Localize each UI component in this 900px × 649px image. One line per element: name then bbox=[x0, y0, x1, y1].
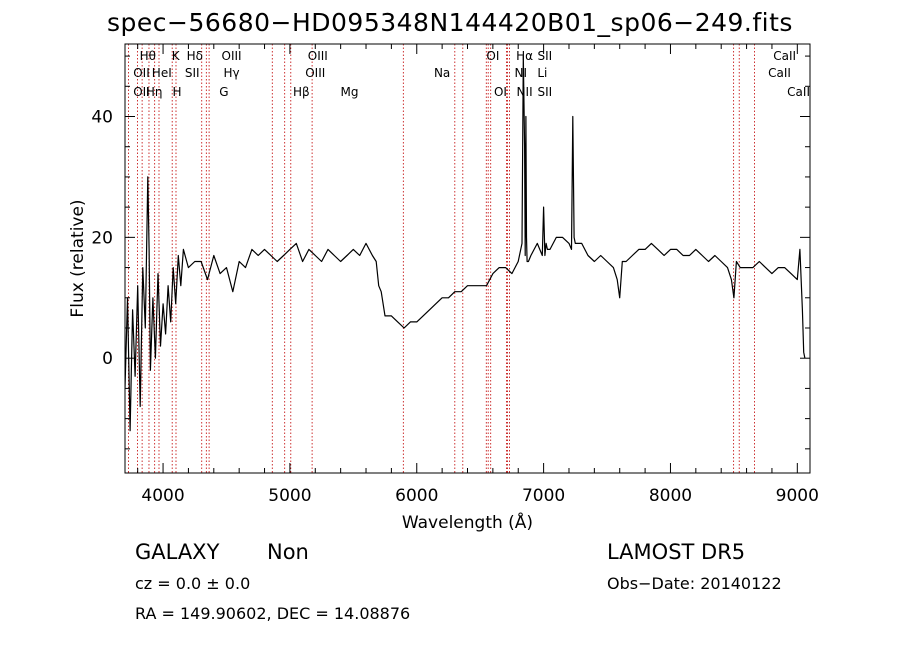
line-name-label: OIII bbox=[222, 49, 242, 63]
line-name-label: SII bbox=[538, 49, 553, 63]
y-tick-label: 20 bbox=[91, 228, 113, 248]
line-name-label: Na bbox=[434, 66, 450, 80]
obs-date-label: Obs−Date: 20140122 bbox=[607, 574, 782, 593]
survey-label: LAMOST DR5 bbox=[607, 540, 746, 564]
line-name-label: SII bbox=[538, 85, 553, 99]
line-name-label: OIII bbox=[308, 49, 328, 63]
x-tick-label: 5000 bbox=[268, 486, 311, 506]
line-name-label: NI bbox=[515, 66, 528, 80]
y-tick-label: 40 bbox=[91, 108, 113, 128]
x-tick-label: 8000 bbox=[649, 486, 692, 506]
x-axis-label: Wavelength (Å) bbox=[402, 511, 533, 533]
line-name-label: G bbox=[219, 85, 228, 99]
x-tick-label: 9000 bbox=[776, 486, 819, 506]
line-name-label: OI bbox=[494, 85, 507, 99]
object-class-label: GALAXY bbox=[135, 540, 220, 564]
line-name-label: Hα bbox=[516, 49, 533, 63]
x-tick-label: 6000 bbox=[395, 486, 438, 506]
redshift-label: cz = 0.0 ± 0.0 bbox=[135, 574, 251, 593]
line-name-label: Li bbox=[537, 66, 547, 80]
line-name-label: NII bbox=[517, 85, 533, 99]
line-name-label: Mg bbox=[341, 85, 359, 99]
line-name-label: CaII bbox=[768, 66, 791, 80]
line-name-label: Hθ bbox=[140, 49, 156, 63]
line-name-label: H bbox=[172, 85, 181, 99]
line-name-label: K bbox=[172, 49, 181, 63]
line-name-label: Hγ bbox=[223, 66, 239, 80]
line-name-label: HeI bbox=[152, 66, 172, 80]
spectrum-curve bbox=[125, 55, 806, 432]
line-name-label: SII bbox=[185, 66, 200, 80]
line-name-label: CaII bbox=[787, 85, 810, 99]
line-name-label: CaII bbox=[773, 49, 796, 63]
plot-frame bbox=[124, 43, 811, 474]
y-tick-label: 0 bbox=[102, 349, 113, 369]
line-name-label: OIII bbox=[305, 66, 325, 80]
line-name-label: Hβ bbox=[293, 85, 310, 99]
line-name-label: Hδ bbox=[187, 49, 203, 63]
line-name-label: OII bbox=[133, 85, 150, 99]
ra-dec-label: RA = 149.90602, DEC = 14.08876 bbox=[135, 604, 411, 623]
line-name-label: OI bbox=[486, 49, 499, 63]
subclass-label: Non bbox=[267, 540, 309, 564]
line-name-label: Hη bbox=[146, 85, 163, 99]
x-tick-label: 4000 bbox=[141, 486, 184, 506]
y-axis-label: Flux (relative) bbox=[68, 199, 88, 317]
x-tick-label: 7000 bbox=[522, 486, 565, 506]
chart-title: spec−56680−HD095348N144420B01_sp06−249.f… bbox=[107, 8, 793, 37]
line-name-label: OII bbox=[133, 66, 150, 80]
